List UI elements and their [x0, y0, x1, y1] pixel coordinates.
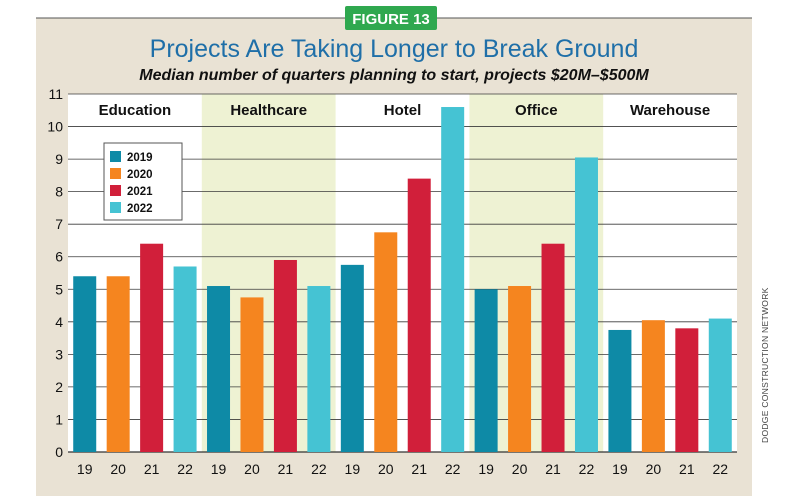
legend-label: 2019 — [127, 152, 153, 164]
x-tick-label: 20 — [512, 461, 528, 477]
x-tick-label: 22 — [177, 461, 193, 477]
x-tick-label: 21 — [545, 461, 561, 477]
legend-label: 2021 — [127, 186, 153, 198]
y-tick-label: 9 — [55, 151, 63, 167]
bar — [675, 328, 699, 452]
legend-swatch — [110, 185, 121, 196]
bar — [541, 243, 565, 452]
x-tick-label: 19 — [345, 461, 361, 477]
x-tick-label: 22 — [311, 461, 327, 477]
bar — [641, 320, 665, 452]
bar — [608, 329, 632, 452]
bar — [474, 289, 498, 452]
bar — [240, 297, 264, 452]
x-tick-label: 20 — [110, 461, 126, 477]
y-tick-label: 2 — [55, 379, 63, 395]
group-label: Warehouse — [630, 102, 710, 119]
bars — [73, 107, 732, 453]
chart-subtitle: Median number of quarters planning to st… — [139, 67, 649, 84]
x-tick-label: 20 — [378, 461, 394, 477]
bar — [574, 157, 598, 453]
group-label: Office — [515, 102, 558, 119]
legend-swatch — [110, 202, 121, 213]
legend: 2019 2020 2021 2022 — [103, 142, 183, 221]
x-tick-label: 21 — [144, 461, 160, 477]
x-tick-label: 19 — [478, 461, 494, 477]
chart-title: Projects Are Taking Longer to Break Grou… — [150, 35, 639, 63]
bar — [374, 232, 398, 452]
x-tick-label: 21 — [278, 461, 294, 477]
x-tick-label: 22 — [579, 461, 595, 477]
bar — [273, 259, 297, 452]
y-tick-label: 0 — [55, 444, 63, 460]
y-tick-label: 7 — [55, 216, 63, 232]
legend-label: 2020 — [127, 169, 153, 181]
group-label: Hotel — [384, 102, 422, 119]
x-tick-label: 19 — [612, 461, 628, 477]
bar — [73, 276, 97, 452]
legend-swatch — [110, 151, 121, 162]
x-tick-label: 20 — [646, 461, 662, 477]
x-tick-label: 21 — [411, 461, 427, 477]
y-tick-label: 10 — [47, 119, 63, 135]
group-label: Healthcare — [230, 102, 307, 119]
y-tick-label: 4 — [55, 314, 63, 330]
y-tick-label: 11 — [48, 86, 63, 102]
y-axis-ticks: 0 1 2 3 4 5 6 7 8 9 10 11 — [47, 86, 63, 460]
bar — [106, 276, 130, 452]
figure-badge — [345, 6, 437, 30]
bar — [508, 286, 532, 452]
legend-swatch — [110, 168, 121, 179]
y-tick-label: 1 — [55, 411, 63, 427]
x-tick-label: 22 — [445, 461, 461, 477]
x-tick-label: 21 — [679, 461, 695, 477]
bar — [441, 107, 465, 452]
bar — [340, 264, 364, 452]
bar — [407, 178, 431, 453]
x-tick-label: 20 — [244, 461, 260, 477]
y-tick-label: 5 — [55, 281, 63, 297]
figure-badge-label: FIGURE 13 — [352, 11, 430, 28]
bar — [140, 243, 164, 452]
y-tick-label: 8 — [55, 184, 63, 200]
bar — [708, 318, 732, 452]
x-axis-ticks: 19 20 21 22 19 20 21 22 19 20 21 22 19 20 21 22 19 20 21 22 — [77, 461, 728, 477]
bar — [207, 286, 231, 452]
y-tick-label: 3 — [55, 346, 63, 362]
group-label: Education — [99, 102, 172, 119]
x-tick-label: 19 — [211, 461, 227, 477]
source-credit: DODGE CONSTRUCTION NETWORK — [760, 287, 770, 443]
legend-label: 2022 — [127, 203, 153, 215]
bar — [173, 266, 197, 452]
group-labels: Education Healthcare Hotel Office Warehouse — [99, 102, 711, 119]
x-tick-label: 22 — [712, 461, 728, 477]
x-tick-label: 19 — [77, 461, 93, 477]
y-tick-label: 6 — [55, 249, 63, 265]
bar — [307, 286, 331, 452]
